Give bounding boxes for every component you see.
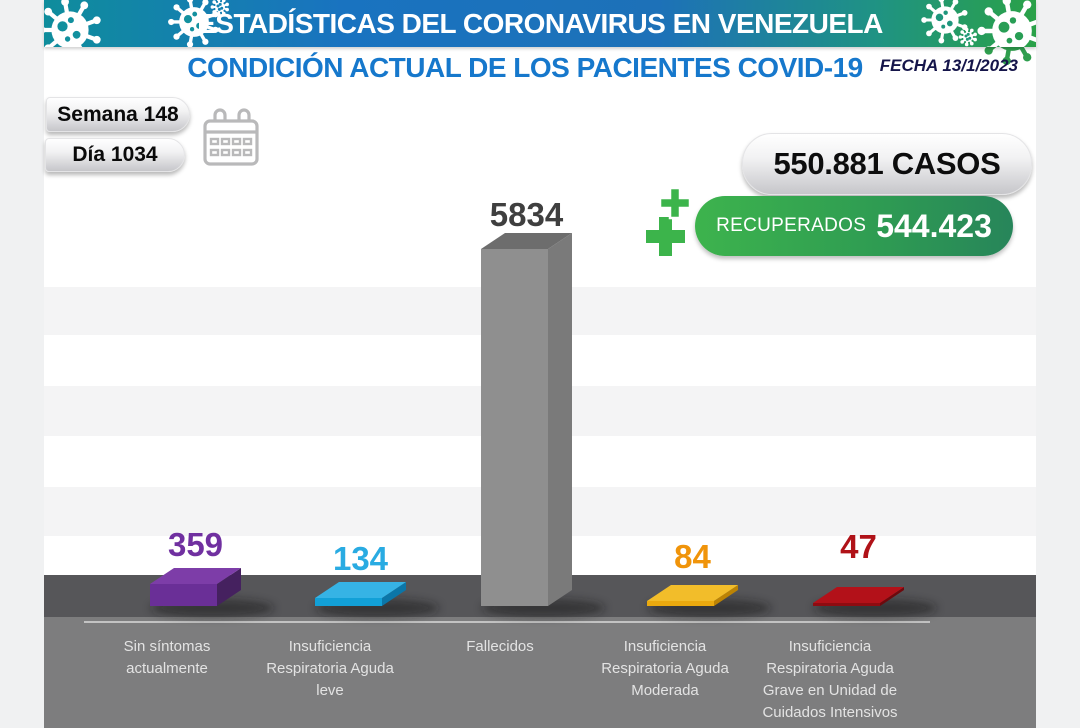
category-label: Insuficiencia Respiratoria Aguda leve (266, 638, 394, 699)
virus-icon (977, 0, 1036, 47)
recovered-label: RECUPERADOS (716, 215, 867, 236)
chart-title: CONDICIÓN ACTUAL DE LOS PACIENTES COVID-… (187, 52, 863, 83)
total-cases-label: 550.881 CASOS (773, 146, 1001, 181)
bar-top-face (481, 233, 572, 249)
content-area: ESTADÍSTICAS DEL CORONAVIRUS EN VENEZUEL… (44, 0, 1036, 728)
header-band: ESTADÍSTICAS DEL CORONAVIRUS EN VENEZUEL… (44, 0, 1036, 47)
bar-value-label: 5834 (490, 196, 564, 233)
virus-decorations (44, 0, 1036, 47)
virus-icon (921, 0, 968, 44)
background-stripe (44, 287, 1036, 335)
day-badge: Día 1034 (45, 138, 185, 172)
recovered-value: 544.423 (876, 207, 992, 244)
category-label-area: Sin síntomas actualmente Insuficiencia Resp… (44, 617, 1036, 728)
calendar-icon (203, 108, 259, 166)
page-title: ESTADÍSTICAS DEL CORONAVIRUS EN VENEZUEL… (197, 8, 883, 39)
day-label: Día 1034 (72, 143, 158, 166)
bar-value-label: 84 (674, 538, 711, 575)
axis-line (84, 621, 930, 623)
background-stripe (44, 487, 1036, 536)
recovered-badge: RECUPERADOS 544.423 (695, 196, 1013, 256)
category-label: Fallecidos (466, 638, 534, 655)
week-label: Semana 148 (57, 102, 179, 126)
total-cases-badge: 550.881 CASOS (742, 133, 1032, 195)
category-label: Sin síntomas actualmente (123, 638, 211, 677)
category-label: Insuficiencia Respiratoria Aguda Moderada (601, 638, 729, 699)
virus-icon (210, 0, 229, 17)
virus-icon (958, 27, 977, 47)
virus-icon (44, 0, 101, 47)
date-label: FECHA 13/1/2023 (879, 56, 1018, 75)
bar-value-label: 134 (333, 540, 389, 577)
background-stripe (44, 386, 1036, 436)
category-label: Insuficiencia Respiratoria Aguda Grave en … (762, 638, 898, 721)
chart-floor (44, 575, 1036, 617)
virus-icon (168, 0, 219, 47)
medical-cross-icon (646, 186, 692, 256)
week-badge: Semana 148 (46, 97, 190, 132)
